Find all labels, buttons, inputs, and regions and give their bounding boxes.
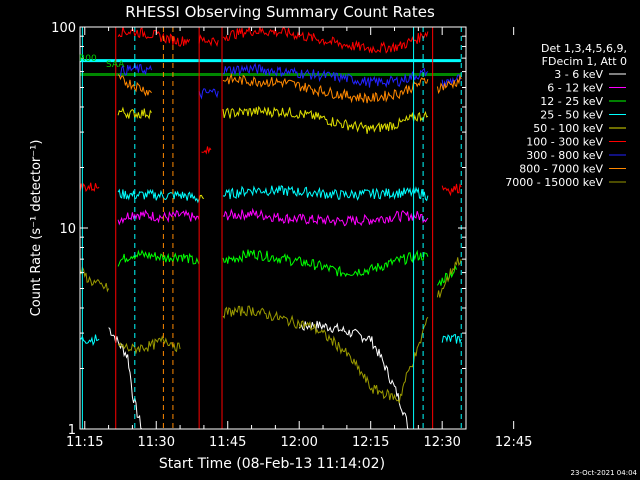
series-line-800-7000-kev-2 [436, 74, 462, 95]
x-tick-label: 12:30 [423, 435, 460, 450]
series-line-7000-15000-kev-2 [222, 305, 429, 405]
series-line-7000-15000-kev-3 [436, 257, 462, 298]
legend-label-100-300-kev: 100 - 300 keV [526, 136, 603, 149]
legend-header-line-2: FDecim 1, Att 0 [542, 55, 627, 68]
y-tick-label: 1 [68, 423, 76, 438]
legend-label-12-25-kev: 12 - 25 keV [540, 95, 603, 108]
series-100-300-kev [79, 26, 462, 197]
series-line-100-300-kev-0 [79, 182, 100, 193]
series-line-12-25-kev-2 [436, 264, 457, 286]
flag-label-r00: R00 [79, 54, 97, 64]
flag-label-saa: SAA [106, 60, 125, 70]
series-line-25-50-kev-2 [222, 185, 429, 202]
legend-label-7000-15000-kev: 7000 - 15000 keV [505, 176, 603, 189]
series-800-7000-kev [117, 72, 462, 104]
legend-label-6-12-kev: 6 - 12 keV [547, 82, 603, 95]
series-12-25-kev [117, 249, 457, 286]
series-line-25-50-kev-3 [441, 333, 462, 344]
series-line-100-300-kev-1 [117, 26, 191, 47]
series-line-100-300-kev-5 [441, 183, 462, 197]
series-line-800-7000-kev-0 [117, 74, 152, 97]
series-line-12-25-kev-1 [222, 249, 429, 278]
series-line-12-25-kev-0 [117, 249, 200, 267]
series-line-3-6-kev-1 [298, 320, 409, 430]
x-tick-label: 11:15 [66, 435, 103, 450]
x-tick-label: 12:00 [280, 435, 317, 450]
legend-label-800-7000-kev: 800 - 7000 keV [519, 163, 603, 176]
series-line-300-800-kev-2 [222, 62, 429, 88]
series-7000-15000-kev [79, 257, 462, 405]
x-tick-label: 12:45 [495, 435, 532, 450]
series-line-6-12-kev-0 [117, 209, 200, 226]
legend: Det 1,3,4,5,6,9, FDecim 1, Att 0 3 - 6 k… [505, 42, 627, 189]
series-line-6-12-kev-1 [222, 207, 429, 227]
footer-date: 23-Oct-2021 04:04 [571, 469, 638, 477]
legend-label-300-800-kev: 300 - 800 keV [526, 149, 603, 162]
series-6-12-kev [117, 207, 429, 227]
series-line-7000-15000-kev-1 [117, 335, 181, 355]
series-line-300-800-kev-1 [198, 88, 219, 100]
y-axis-label: Count Rate (s⁻¹ detector⁻¹) [29, 140, 44, 317]
legend-label-50-100-kev: 50 - 100 keV [533, 122, 603, 135]
legend-label-3-6-kev: 3 - 6 keV [554, 68, 603, 81]
series-line-100-300-kev-2 [198, 34, 219, 47]
x-tick-label: 11:30 [138, 435, 175, 450]
y-tick-label: 10 [59, 222, 76, 237]
chart-title: RHESSI Observing Summary Count Rates [125, 3, 435, 21]
series-line-800-7000-kev-1 [222, 72, 429, 104]
series-25-50-kev [79, 185, 462, 347]
series-line-50-100-kev-2 [222, 105, 429, 134]
x-tick-label: 12:15 [352, 435, 389, 450]
axis-layer: 11:15 11:30 11:45 12:00 12:15 12:30 12:45 1 10 10… [51, 21, 532, 450]
series-line-3-6-kev-0 [108, 327, 143, 430]
series-line-100-300-kev-4 [222, 26, 429, 54]
series-line-7000-15000-kev-0 [79, 265, 110, 293]
series-line-25-50-kev-1 [117, 188, 200, 204]
series-3-6-kev [108, 320, 409, 430]
series-line-100-300-kev-3 [201, 146, 212, 155]
x-tick-label: 11:45 [209, 435, 246, 450]
plot-data-layer [79, 26, 462, 430]
x-axis-label: Start Time (08-Feb-13 11:14:02) [159, 456, 385, 472]
legend-header-line-1: Det 1,3,4,5,6,9, [541, 42, 627, 55]
y-tick-label: 100 [51, 21, 76, 36]
series-line-25-50-kev-0 [79, 334, 100, 347]
legend-label-25-50-kev: 25 - 50 keV [540, 109, 603, 122]
series-line-50-100-kev-1 [198, 194, 205, 202]
